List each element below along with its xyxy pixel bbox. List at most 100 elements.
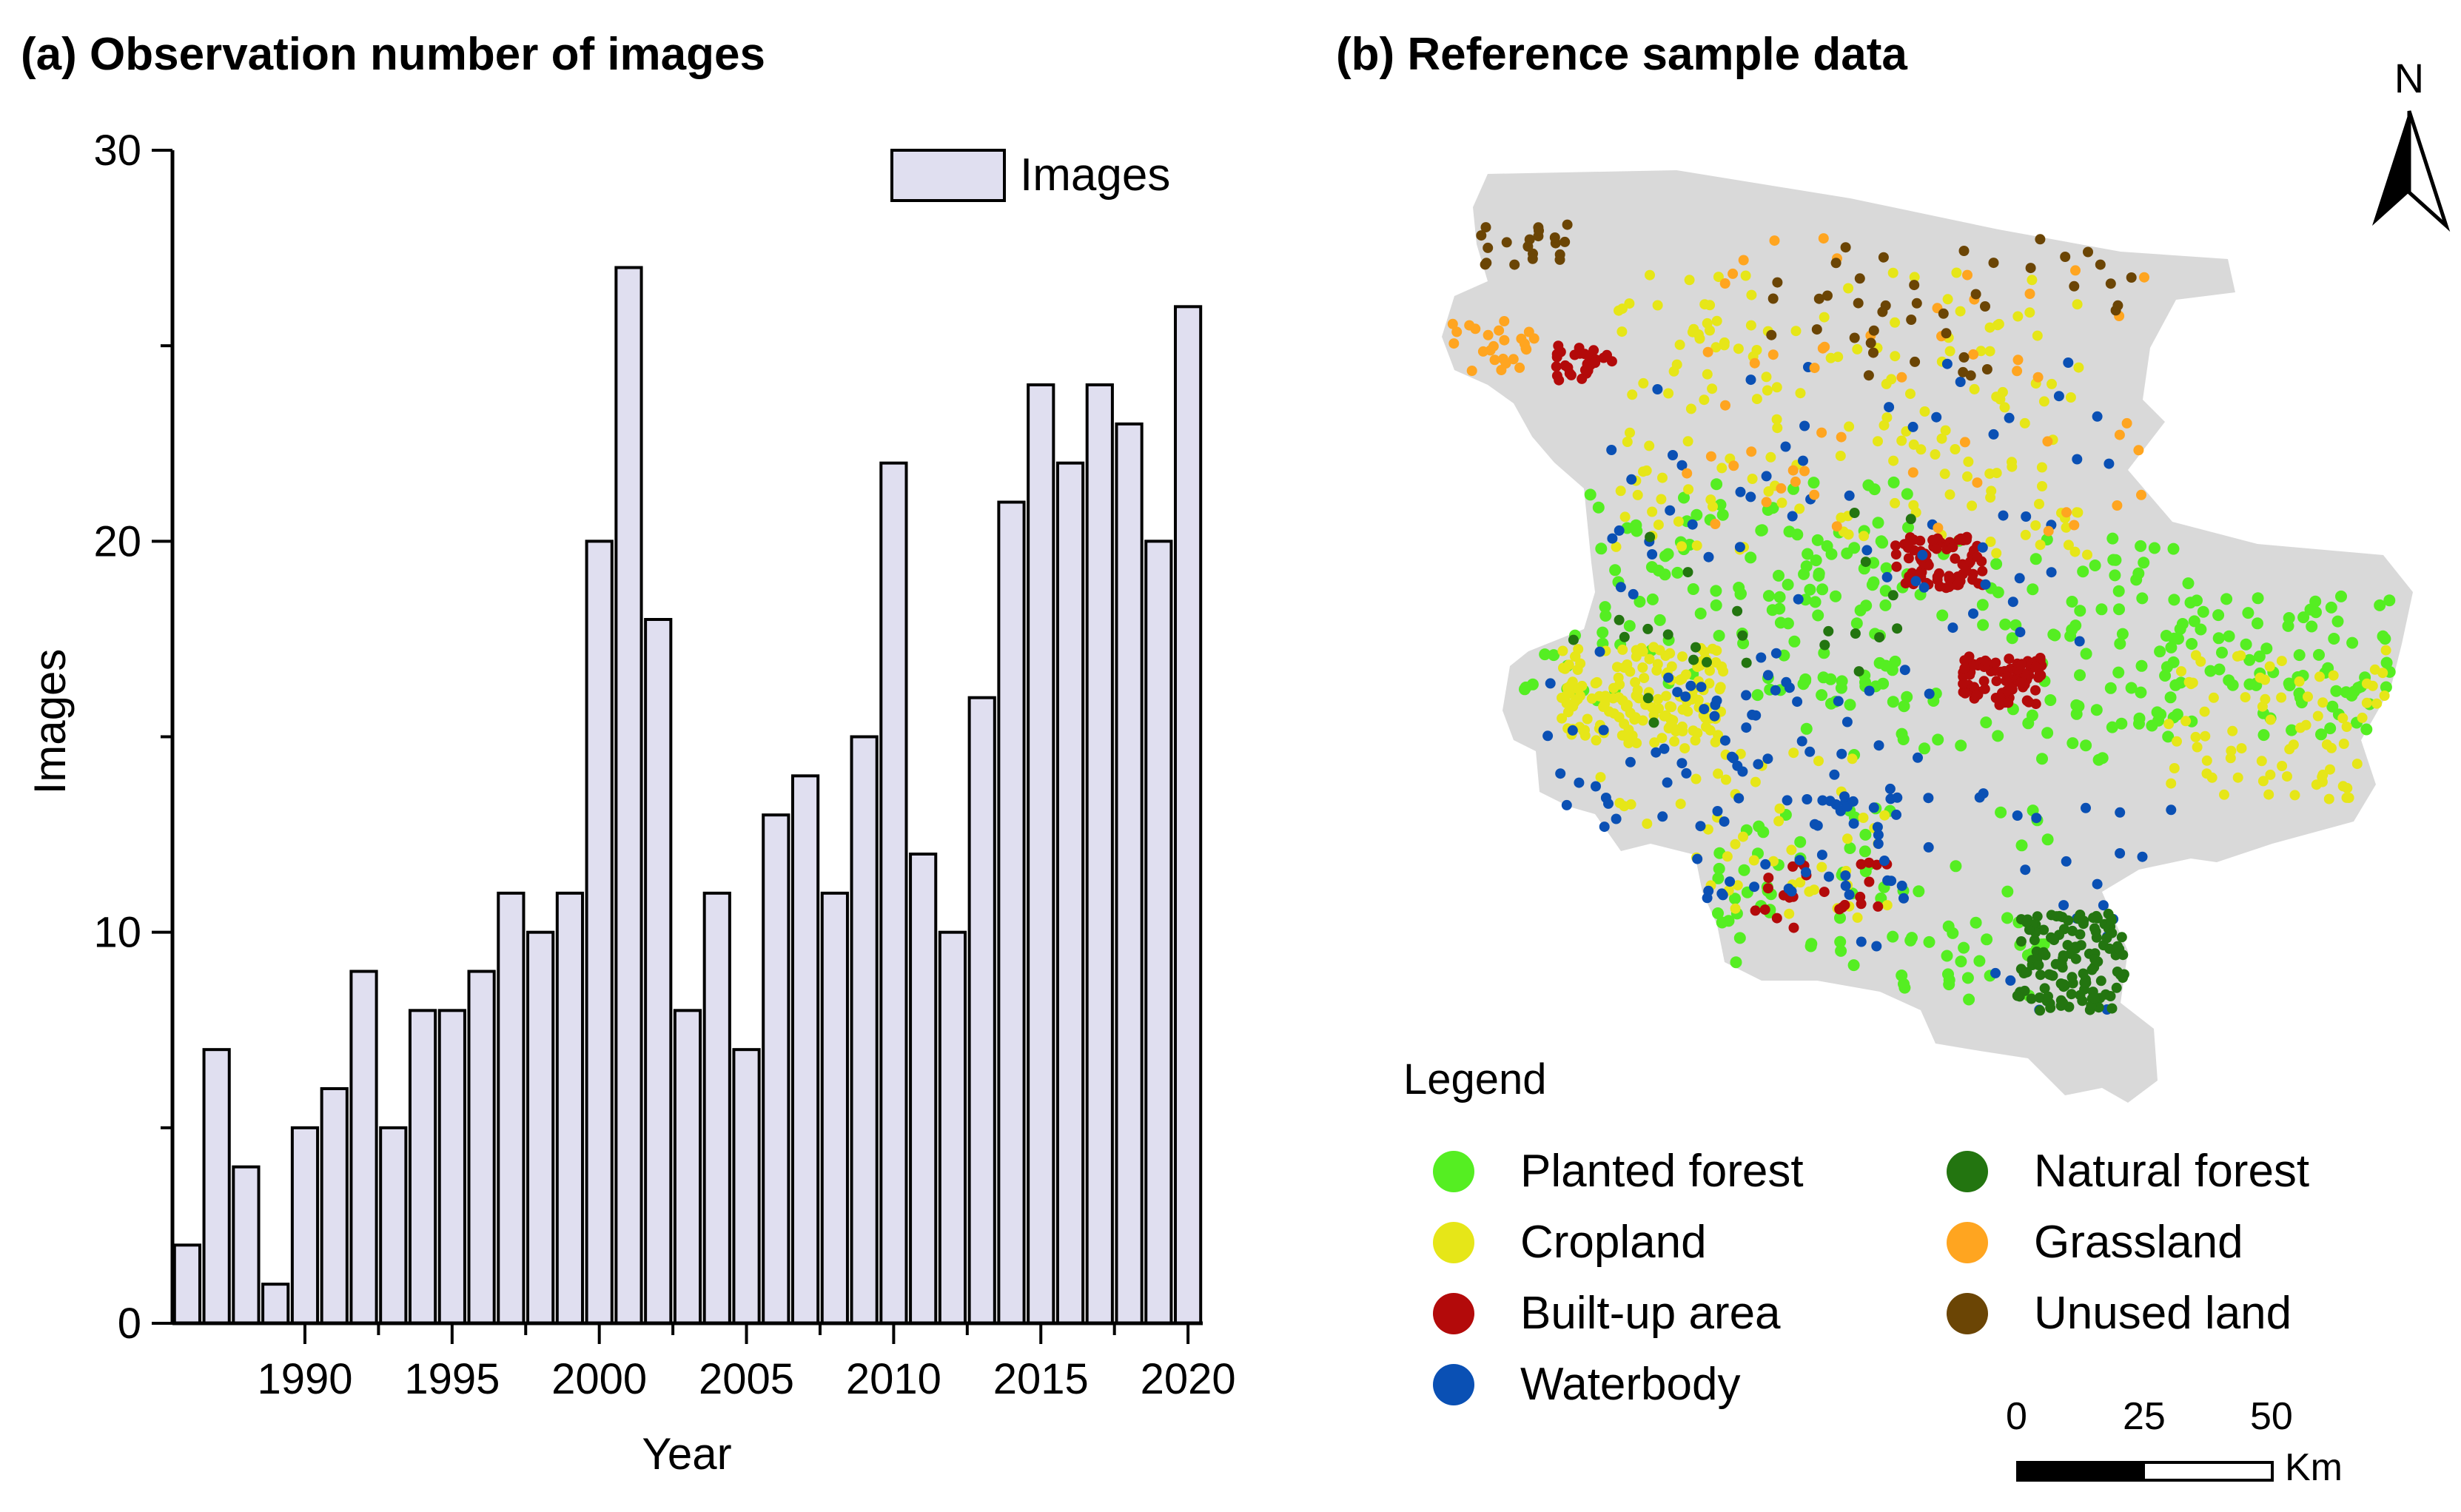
sample-point — [2260, 674, 2270, 685]
sample-point — [1849, 508, 1860, 518]
y-tick-label-30: 30 — [93, 127, 141, 175]
sample-point — [2072, 299, 2083, 310]
sample-point — [1548, 649, 1560, 662]
sample-point — [1599, 601, 1611, 614]
sample-point — [1746, 289, 1757, 300]
sample-point — [1677, 651, 1688, 662]
bar-2019 — [1144, 540, 1173, 1325]
sample-point — [2342, 782, 2353, 793]
sample-point — [2146, 719, 2158, 732]
sample-point — [1879, 420, 1890, 431]
sample-point — [1767, 349, 1779, 360]
sample-point — [1665, 701, 1676, 712]
sample-point — [2015, 659, 2027, 671]
sample-point — [2046, 567, 2057, 578]
sample-point — [1816, 583, 1829, 596]
sample-point — [1939, 468, 1950, 480]
sample-point — [1918, 582, 1930, 593]
sample-point — [1877, 677, 1890, 690]
sample-point — [1970, 289, 1981, 300]
sample-point — [1884, 402, 1895, 413]
sample-point — [1825, 548, 1838, 560]
sample-point — [1896, 372, 1907, 383]
sample-point — [2026, 993, 2037, 1004]
sample-point — [1733, 932, 1746, 944]
sample-point — [1986, 485, 1997, 497]
sample-point — [1992, 320, 2003, 331]
sample-point — [2293, 649, 2306, 662]
sample-point — [1991, 548, 2002, 559]
sample-point — [2041, 833, 2054, 846]
sample-point — [2030, 520, 2041, 531]
sample-point — [2276, 656, 2287, 667]
sample-point — [1572, 693, 1583, 705]
sample-point — [1623, 619, 1636, 632]
sample-point — [1864, 857, 1875, 868]
sample-point — [1632, 685, 1643, 696]
sample-point — [1899, 665, 1910, 676]
sample-point — [1709, 710, 1720, 722]
sample-point — [1663, 388, 1674, 399]
sample-point — [1902, 521, 1914, 534]
sample-point — [2077, 565, 2089, 578]
sample-point — [1508, 354, 1519, 365]
sample-point — [2166, 804, 2177, 816]
bar-2004 — [702, 891, 731, 1325]
sample-point — [2243, 653, 2256, 666]
sample-point — [2078, 915, 2089, 927]
sample-point — [1788, 747, 1799, 759]
sample-point — [1657, 472, 1668, 483]
sample-point — [1793, 594, 1804, 605]
sample-point — [2265, 769, 2276, 780]
sample-point — [1972, 551, 1983, 562]
sample-point — [1790, 326, 1802, 337]
sample-point — [1896, 880, 1907, 891]
sample-point — [2169, 763, 2180, 773]
sample-point — [1879, 599, 1892, 611]
sample-point — [2265, 714, 2276, 725]
sample-point — [1514, 362, 1525, 373]
sample-point — [2111, 982, 2122, 993]
sample-point — [2034, 992, 2045, 1003]
sample-point — [1805, 938, 1818, 950]
sample-point — [1499, 335, 1510, 346]
sample-point — [1653, 520, 1664, 531]
sample-point — [1673, 516, 1684, 527]
sample-point — [1488, 340, 1499, 352]
sample-point — [1646, 593, 1659, 605]
sample-point — [2361, 697, 2372, 708]
sample-point — [1890, 549, 1901, 560]
sample-point — [1836, 748, 1847, 759]
sample-point — [2015, 936, 2027, 947]
sample-point — [1568, 634, 1579, 645]
sample-point — [1710, 342, 1722, 353]
sample-point — [1898, 893, 1909, 904]
map-legend-label: Cropland — [1520, 1217, 1707, 1268]
sample-point — [1619, 719, 1630, 729]
sample-point — [1702, 369, 1713, 380]
sample-point — [1817, 795, 1828, 806]
sample-point — [1773, 569, 1785, 582]
sample-point — [1607, 533, 1618, 544]
sample-point — [1799, 675, 1812, 687]
sample-point — [1994, 699, 2005, 710]
sample-point — [1652, 300, 1663, 311]
sample-point — [1762, 670, 1773, 681]
sample-point — [1861, 545, 1873, 556]
bar-1997 — [497, 891, 526, 1325]
sample-point — [1900, 578, 1911, 589]
sample-point — [2035, 970, 2046, 981]
sample-point — [1977, 619, 1990, 631]
sample-point — [2069, 546, 2081, 557]
sample-point — [1609, 564, 1622, 577]
sample-point — [2137, 851, 2148, 862]
sample-point — [2236, 743, 2247, 754]
sample-point — [1499, 316, 1510, 326]
sample-point — [1977, 565, 1988, 577]
sample-point — [1879, 810, 1890, 821]
sample-point — [2036, 462, 2047, 473]
sample-point — [2190, 731, 2201, 742]
sample-point — [1705, 451, 1716, 462]
sample-point — [2089, 560, 2101, 571]
sample-point — [1801, 867, 1811, 878]
